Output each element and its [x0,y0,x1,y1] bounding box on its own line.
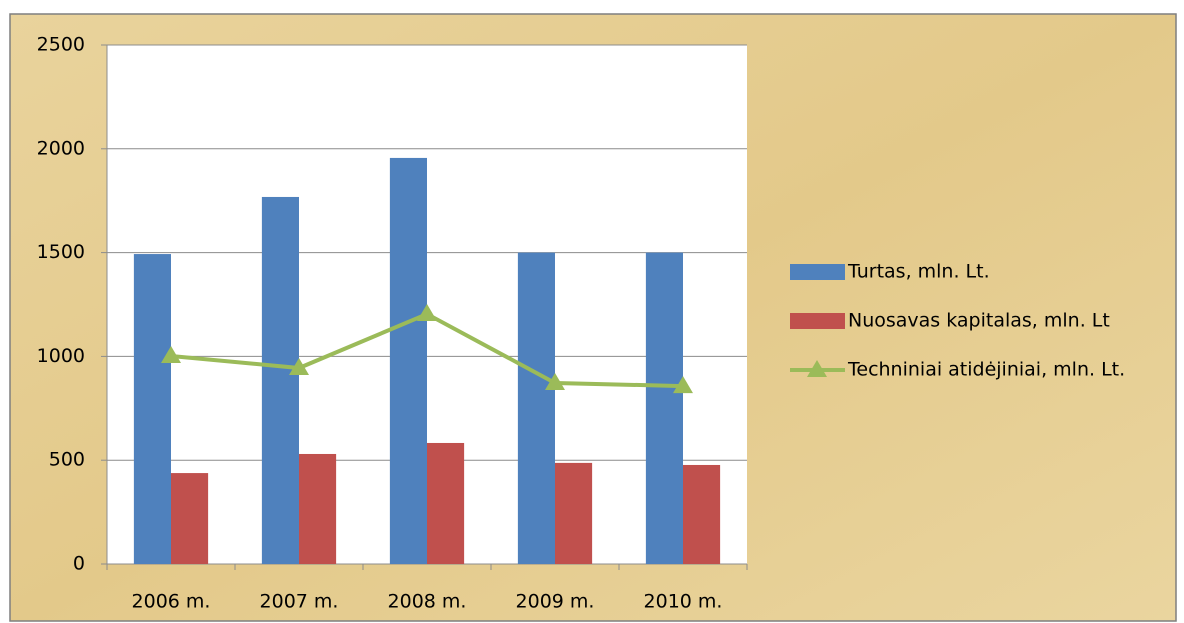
bar [555,462,593,564]
legend-label: Techniniai atidėjiniai, mln. Lt. [847,359,1125,381]
line-marker [673,376,693,394]
bar [427,442,465,564]
y-tick-label: 2000 [37,137,85,159]
bar [645,252,683,564]
x-tick-label: 2006 m. [132,591,211,613]
line-marker [289,358,309,376]
legend-label: Turtas, mln. Lt. [847,261,990,283]
bar [299,453,337,564]
y-tick-label: 1500 [37,241,85,263]
bar [171,473,209,564]
y-tick-label: 1000 [37,345,85,367]
y-tick-label: 500 [49,449,85,471]
legend-swatch [807,360,827,377]
bar [683,464,721,564]
y-tick-label: 2500 [37,34,85,56]
legend-label: Nuosavas kapitalas, mln. Lt [848,310,1110,332]
line-marker [417,304,437,322]
x-tick-label: 2008 m. [388,591,467,613]
x-tick-label: 2007 m. [260,591,339,613]
line-marker [545,372,565,390]
x-tick-label: 2010 m. [644,591,723,613]
y-tick-label: 0 [73,553,85,575]
bar [133,254,171,564]
x-tick-label: 2009 m. [516,591,595,613]
legend-swatch [790,313,845,329]
legend-swatch [790,264,845,280]
bar [389,157,427,565]
line-marker [161,345,181,363]
bar [517,252,555,564]
bar [261,196,299,564]
